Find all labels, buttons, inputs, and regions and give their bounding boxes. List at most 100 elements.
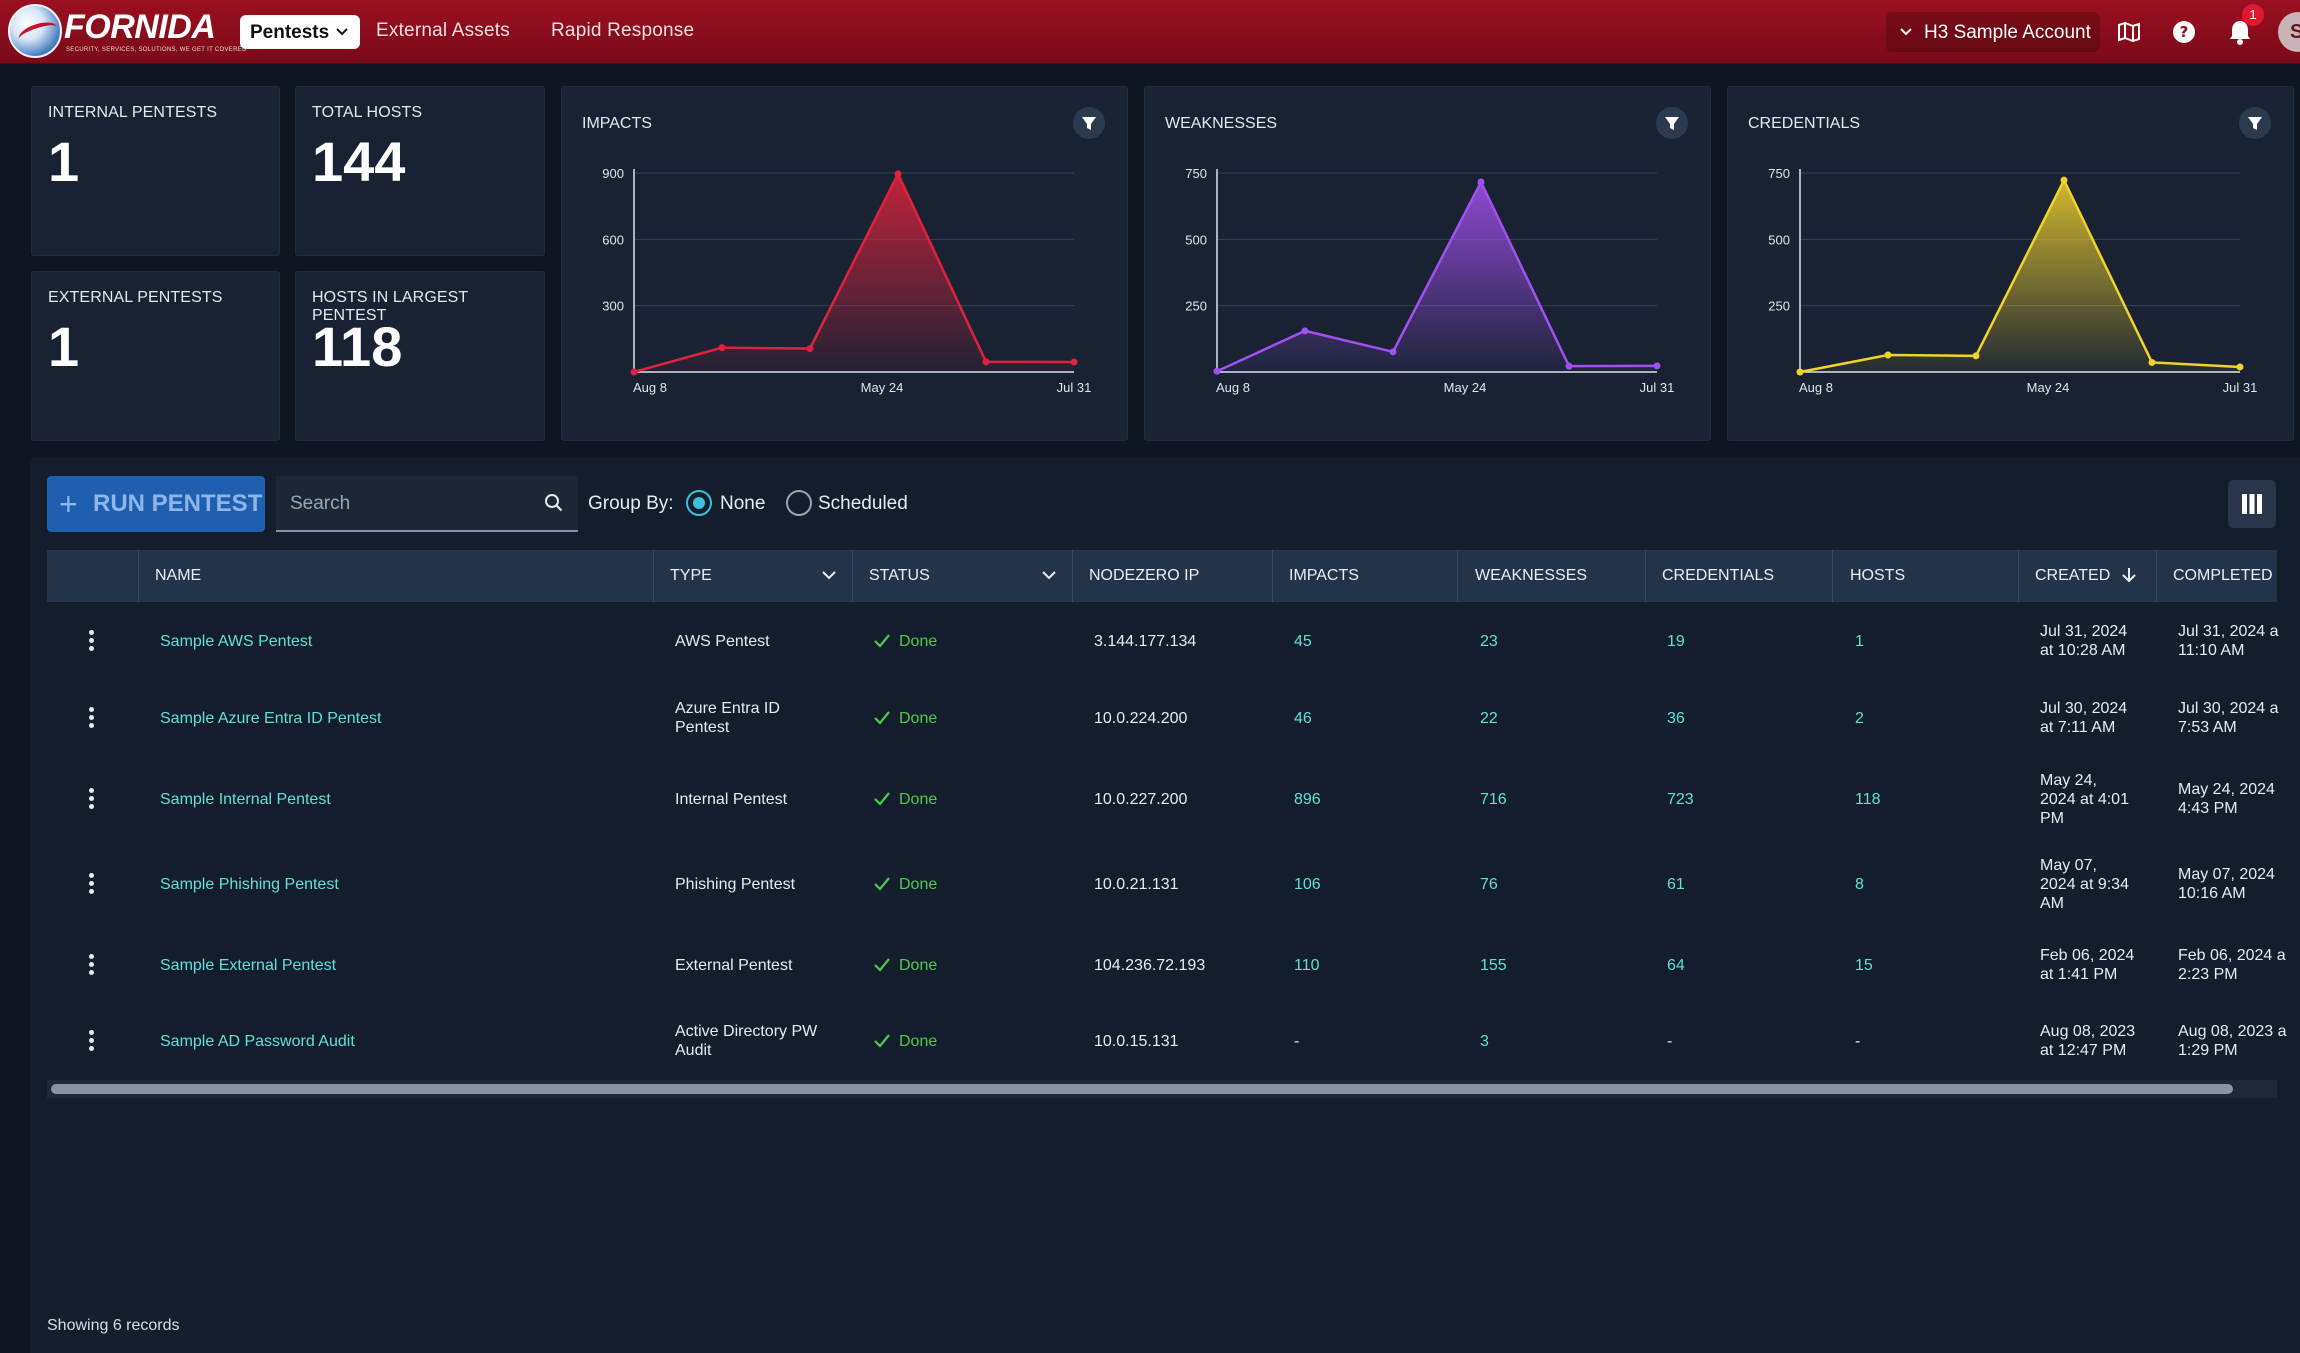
column-header-weaknesses[interactable]: WEAKNESSES [1475,567,1588,584]
series-line [1799,177,2241,374]
column-settings-button[interactable] [2228,480,2276,528]
column-header-status[interactable]: STATUS [869,567,930,584]
row-actions-kebab-icon[interactable] [89,707,97,731]
impacts-count-link[interactable]: 110 [1294,957,1320,974]
nodezero-ip-cell: 10.0.21.131 [1094,876,1179,893]
group-by-scheduled-radio[interactable] [786,490,812,516]
row-actions-kebab-icon[interactable] [89,954,97,978]
pentest-type-cell: Internal Pentest [675,790,787,809]
column-divider [2018,550,2019,602]
hosts-count-link[interactable]: 1 [1855,633,1864,650]
nav-pentests-dropdown[interactable]: Pentests [240,15,360,49]
stat-label: INTERNAL PENTESTS [48,104,218,121]
column-header-impacts[interactable]: IMPACTS [1289,567,1359,584]
row-actions-kebab-icon[interactable] [89,873,97,897]
y-tick-label: 250 [1185,299,1207,314]
group-by-none-label[interactable]: None [720,493,766,514]
search-input[interactable] [290,490,530,518]
credentials-area-chart: 750 500 250 Aug 8 May 24 Jul 31 [1768,166,2257,395]
pentest-name-link[interactable]: Sample Azure Entra ID Pentest [160,710,382,727]
pentest-name-link[interactable]: Sample AWS Pentest [160,633,313,650]
chevron-down-icon [336,28,348,36]
checkmark-icon [873,790,891,813]
stat-value: 1 [48,315,80,378]
table-header [47,550,2277,602]
column-header-nodezero-ip[interactable]: NODEZERO IP [1089,567,1200,584]
nav-external-assets[interactable]: External Assets [376,20,510,41]
globe-logo-icon [8,4,62,58]
credentials-count-link[interactable]: 723 [1667,791,1694,808]
data-point [1301,327,1309,335]
status-done: Done [899,710,938,727]
weaknesses-count-link[interactable]: 716 [1480,791,1507,808]
hosts-count-link[interactable]: 118 [1855,791,1881,808]
completed-date-cell: Feb 06, 2024 a 2:23 PM [2178,946,2286,984]
credentials-count-link[interactable]: 64 [1667,957,1685,974]
group-by-label: Group By: [588,493,674,514]
pentest-type-cell-line: Pentest [675,719,730,736]
hosts-count-link[interactable]: 2 [1855,710,1864,727]
credentials-count-link[interactable]: 61 [1667,876,1685,893]
column-header-created[interactable]: CREATED [2035,567,2111,584]
column-header-name[interactable]: NAME [155,567,202,584]
impacts-count-link[interactable]: 46 [1294,710,1312,727]
hosts-count-link[interactable]: 8 [1855,876,1864,893]
completed-date-cell-line: 10:16 AM [2178,885,2246,902]
filter-button[interactable] [1073,107,1105,139]
impacts-count-link[interactable]: 106 [1294,876,1321,893]
completed-date-cell-line: Aug 08, 2023 a [2178,1023,2287,1040]
weaknesses-count-link[interactable]: 155 [1480,957,1507,974]
column-header-credentials[interactable]: CREDENTIALS [1662,567,1775,584]
weaknesses-count-link[interactable]: 3 [1480,1033,1489,1050]
created-date-cell-line: AM [2040,894,2064,912]
column-divider [1645,550,1646,602]
checkmark-icon [873,632,891,655]
user-avatar[interactable]: S [2278,12,2300,52]
sort-descending-arrow-icon[interactable] [2120,566,2138,584]
pentest-type-cell-line: Phishing Pentest [675,875,796,893]
chevron-down-icon[interactable] [820,566,838,584]
pentest-name-link[interactable]: Sample Internal Pentest [160,791,331,808]
fornida-logo[interactable]: FORNIDA SECURITY, SERVICES, SOLUTIONS, W… [8,4,246,58]
column-header-hosts[interactable]: HOSTS [1850,567,1906,584]
account-switcher[interactable]: H3 Sample Account [1886,12,2100,52]
checkmark-icon [873,875,891,898]
nav-rapid-response[interactable]: Rapid Response [551,20,695,41]
x-tick-label: Jul 31 [1640,380,1675,395]
column-header-completed[interactable]: COMPLETED [2173,567,2273,584]
status-done: Done [899,1033,938,1050]
weaknesses-count-link[interactable]: 22 [1480,710,1498,727]
impacts-count-link: - [1294,1033,1300,1050]
horizontal-scrollbar[interactable] [47,1080,2277,1098]
filter-button[interactable] [2239,107,2271,139]
row-actions-kebab-icon[interactable] [89,630,97,654]
credentials-count-link[interactable]: 36 [1667,710,1685,727]
impacts-chart-card: IMPACTS 900 600 300 Aug 8 May 24 Jul 31 [561,86,1128,441]
pentest-type-cell: External Pentest [675,956,792,975]
series-area [1217,182,1657,372]
status-done: Done [899,791,938,808]
filter-button[interactable] [1656,107,1688,139]
row-actions-kebab-icon[interactable] [89,788,97,812]
pentest-name-link[interactable]: Sample External Pentest [160,957,337,974]
column-header-type[interactable]: TYPE [670,567,712,584]
row-actions-kebab-icon[interactable] [89,1030,97,1054]
pentest-name-link[interactable]: Sample AD Password Audit [160,1033,355,1050]
impacts-count-link[interactable]: 45 [1294,633,1312,650]
scrollbar-thumb[interactable] [51,1084,2233,1094]
weaknesses-count-link[interactable]: 76 [1480,876,1498,893]
credentials-count-link[interactable]: 19 [1667,633,1685,650]
help-icon[interactable]: ? [2170,18,2198,46]
group-by-none-radio[interactable] [686,490,712,516]
weaknesses-count-link[interactable]: 23 [1480,633,1498,650]
run-pentest-button[interactable]: + RUN PENTEST [47,476,265,532]
chevron-down-icon[interactable] [1040,566,1058,584]
book-map-icon[interactable] [2115,18,2143,46]
search-icon[interactable] [544,493,564,513]
impacts-count-link[interactable]: 896 [1294,791,1321,808]
group-by-scheduled-label[interactable]: Scheduled [818,493,908,514]
hosts-count-link[interactable]: 15 [1855,957,1873,974]
data-point [2236,363,2244,371]
pentest-name-link[interactable]: Sample Phishing Pentest [160,876,339,893]
notifications-bell-icon[interactable] [2226,18,2254,46]
